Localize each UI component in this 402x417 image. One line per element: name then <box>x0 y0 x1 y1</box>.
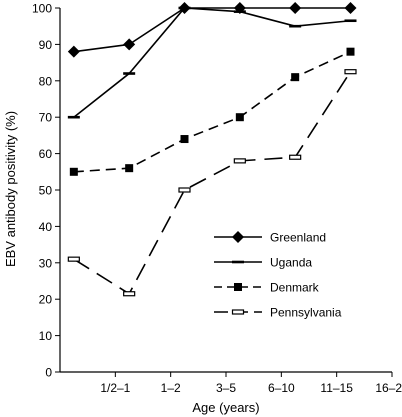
series-pennsylvania <box>67 69 357 297</box>
y-tick-label: 80 <box>39 74 53 88</box>
square-marker <box>180 135 189 144</box>
legend-item: Greenland <box>214 231 326 245</box>
x-axis-label: Age (years) <box>192 400 259 415</box>
series-line <box>73 7 351 53</box>
dash-marker <box>123 72 136 75</box>
legend-label: Pennsylvania <box>270 306 342 320</box>
dash-marker <box>233 10 246 13</box>
legend-item: Uganda <box>214 256 312 270</box>
open-dash-marker <box>344 69 357 75</box>
y-tick-label: 0 <box>45 366 52 380</box>
y-tick-label: 100 <box>32 2 52 16</box>
open-dash-marker <box>123 291 136 297</box>
y-tick-label: 60 <box>39 147 53 161</box>
dash-marker <box>67 115 80 119</box>
x-tick-label: 6–10 <box>268 381 295 395</box>
legend-label: Uganda <box>270 256 312 270</box>
series-line <box>73 71 352 295</box>
dash-marker <box>289 24 302 28</box>
y-tick-label: 50 <box>39 184 53 198</box>
diamond-marker <box>289 2 302 14</box>
square-marker <box>69 167 78 176</box>
y-tick-label: 20 <box>39 293 53 307</box>
series-denmark <box>69 47 355 176</box>
series-line <box>73 50 351 173</box>
square-marker <box>234 283 242 291</box>
x-tick-label: 1–2 <box>161 381 181 395</box>
y-tick-label: 10 <box>39 329 53 343</box>
x-tick-label: 1/2–1 <box>100 381 130 395</box>
y-tick-label: 90 <box>39 38 53 52</box>
diamond-marker <box>67 45 80 58</box>
square-marker <box>346 47 355 56</box>
diamond-marker <box>344 2 357 14</box>
legend-item: Pennsylvania <box>214 306 342 320</box>
series-lines <box>67 2 357 297</box>
y-tick-label: 70 <box>39 111 53 125</box>
square-marker <box>291 73 300 82</box>
legend: Greenland Uganda Denmark Pennsylvania <box>214 231 342 320</box>
y-tick-label: 40 <box>39 220 53 234</box>
dash-marker <box>178 6 191 10</box>
diamond-marker <box>232 231 244 243</box>
dash-marker <box>344 19 357 23</box>
y-axis-label: EBV antibody positivity (%) <box>3 111 18 267</box>
ticks: 0 10 20 30 40 50 60 70 80 90 100 1/2–1 1–2 3–5 6–10 11–… <box>32 2 402 396</box>
open-dash-marker <box>178 187 191 193</box>
x-tick-label: 3–5 <box>216 381 236 395</box>
x-tick-label: 16–20 <box>375 381 402 395</box>
legend-item: Denmark <box>214 281 320 295</box>
x-tick-label: 11–15 <box>320 381 353 395</box>
square-marker <box>125 164 134 173</box>
diamond-marker <box>123 38 136 51</box>
legend-label: Denmark <box>270 281 320 295</box>
series-line <box>73 7 351 118</box>
open-dash-marker <box>233 158 246 164</box>
axes <box>59 8 392 373</box>
open-dash-marker <box>289 154 302 160</box>
open-dash-marker <box>231 309 245 315</box>
series-uganda <box>67 6 357 119</box>
dash-marker <box>232 260 244 264</box>
y-tick-label: 30 <box>39 256 53 270</box>
open-dash-marker <box>67 256 80 262</box>
square-marker <box>235 113 244 122</box>
legend-label: Greenland <box>270 231 326 245</box>
